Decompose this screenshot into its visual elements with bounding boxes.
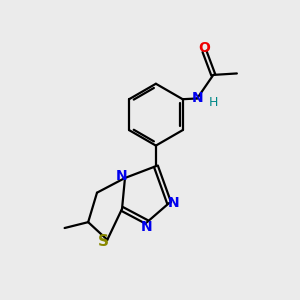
Text: N: N — [168, 196, 179, 210]
Text: O: O — [199, 41, 210, 55]
Text: N: N — [191, 92, 203, 106]
Text: S: S — [98, 234, 109, 249]
Text: N: N — [116, 169, 127, 184]
Text: N: N — [141, 220, 153, 234]
Text: H: H — [208, 96, 218, 110]
